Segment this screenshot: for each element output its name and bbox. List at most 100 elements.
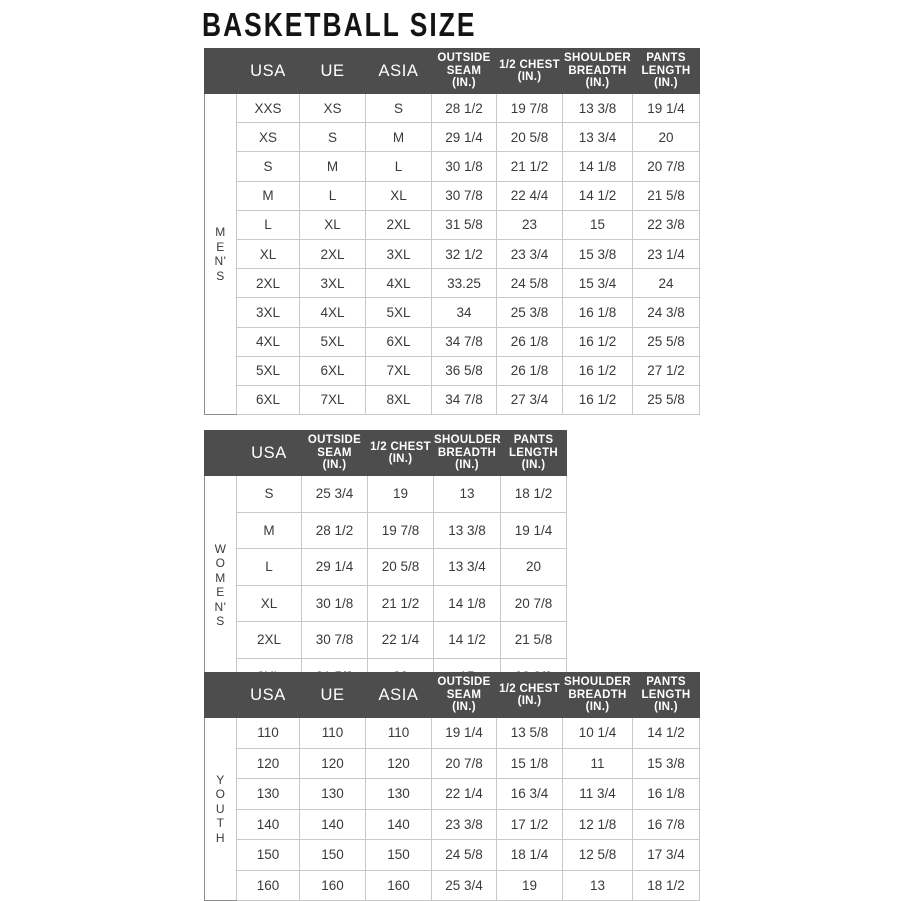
column-header-unit: (IN.) <box>521 459 546 472</box>
table-cell: 16 3/4 <box>496 778 563 810</box>
table-cell: S <box>236 151 300 182</box>
table-cell: 20 <box>500 548 567 586</box>
header-corner-cell <box>204 430 237 476</box>
table-cell: 23 3/4 <box>496 238 563 270</box>
table-cell: 17 1/2 <box>496 808 563 840</box>
table-cell: 22 4/4 <box>496 180 563 211</box>
table-body-youth: Y O U T H 110 110 110 19 1/4 13 5/8 10 1/4 14 1/2 12… <box>204 717 700 901</box>
table-cell: 30 1/8 <box>301 584 368 622</box>
column-header-label: USA <box>250 685 286 704</box>
column-header-label: OUTSIDE SEAM <box>437 52 491 77</box>
table-cell: S <box>365 92 432 124</box>
table-body-womens: W O M E N' S S 25 3/4 19 13 18 1/2 M 28 1/2 19 7/8 13 … <box>204 475 567 695</box>
group-label-letter: E <box>216 585 225 599</box>
column-header-asia: ASIA <box>365 48 432 94</box>
table-cell: 15 3/8 <box>632 747 700 779</box>
table-cell: 23 3/8 <box>431 808 497 840</box>
table-cell: 130 <box>299 778 366 810</box>
table-cell: L <box>299 180 366 211</box>
table-row: 120 120 120 20 7/8 15 1/8 11 15 3/8 <box>205 747 700 779</box>
column-header-outside-seam: OUTSIDE SEAM (IN.) <box>301 430 368 476</box>
table-cell: 5XL <box>236 355 300 386</box>
table-cell: 2XL <box>236 621 302 659</box>
group-label-letter: M <box>215 225 226 240</box>
table-cell: 15 3/8 <box>562 238 633 270</box>
table-row: L 29 1/4 20 5/8 13 3/4 20 <box>205 548 567 586</box>
table-row: 6XL 7XL 8XL 34 7/8 27 3/4 16 1/2 25 5/8 <box>205 384 700 416</box>
table-cell: 28 1/2 <box>431 92 497 124</box>
table-cell: 23 1/4 <box>632 238 700 270</box>
table-cell: 25 3/4 <box>301 475 368 513</box>
table-cell: 19 1/4 <box>632 92 700 124</box>
table-cell: 5XL <box>299 326 366 357</box>
column-header-unit: (IN.) <box>517 71 542 83</box>
table-cell: 27 3/4 <box>496 384 563 416</box>
table-cell: 120 <box>365 747 432 779</box>
table-row: 3XL 4XL 5XL 34 25 3/8 16 1/8 24 3/8 <box>205 297 700 328</box>
table-cell: XL <box>299 209 366 240</box>
table-cell: 13 3/4 <box>433 548 501 586</box>
table-cell: 26 1/8 <box>496 355 563 386</box>
table-row: M E N' S XXS XS S 28 1/2 19 7/8 13 3/8 19 1/4 <box>204 92 700 416</box>
table-row: XL 30 1/8 21 1/2 14 1/8 20 7/8 <box>205 584 567 622</box>
table-cell: 14 1/2 <box>632 717 700 749</box>
column-header-label: SHOULDER BREADTH <box>564 52 631 77</box>
table-cell: 14 1/8 <box>433 584 501 622</box>
table-row: Y O U T H 110 110 110 19 1/4 13 5/8 10 1/4 14 1/2 <box>204 717 700 901</box>
table-cell: 22 3/8 <box>632 209 700 240</box>
table-cell: 20 5/8 <box>367 548 434 586</box>
table-cell: 20 <box>632 122 700 153</box>
table-cell: M <box>365 122 432 153</box>
table-cell: 6XL <box>299 355 366 386</box>
column-header-label: SHOULDER BREADTH <box>564 676 631 701</box>
column-header-usa: USA <box>236 48 300 94</box>
table-cell: 19 1/4 <box>431 717 497 749</box>
table-cell: S <box>299 122 366 153</box>
column-header-unit: (IN.) <box>455 459 479 472</box>
table-cell: 11 <box>562 747 633 779</box>
table-cell: 25 5/8 <box>632 326 700 357</box>
table-cell: 13 5/8 <box>496 717 563 749</box>
table-header-mens: USA UE ASIA OUTSIDE SEAM (IN.) 1/2 CHEST (IN.)… <box>204 48 700 94</box>
table-cell: 27 1/2 <box>632 355 700 386</box>
table-row: 5XL 6XL 7XL 36 5/8 26 1/8 16 1/2 27 1/2 <box>205 355 700 386</box>
table-cell: XXS <box>236 92 300 124</box>
table-cell: 25 5/8 <box>632 384 700 416</box>
table-cell: 29 1/4 <box>301 548 368 586</box>
table-cell: 16 7/8 <box>632 808 700 840</box>
header-row: USA OUTSIDE SEAM (IN.) 1/2 CHEST (IN.) SHOULD… <box>204 430 567 476</box>
table-cell: 28 1/2 <box>301 511 368 549</box>
table-cell: 10 1/4 <box>562 717 633 749</box>
table-cell: 25 3/8 <box>496 297 563 328</box>
size-table-mens: USA UE ASIA OUTSIDE SEAM (IN.) 1/2 CHEST (IN.)… <box>204 48 700 416</box>
column-header-pants-length: PANTS LENGTH (IN.) <box>632 48 700 94</box>
table-cell: L <box>236 548 302 586</box>
table-cell: 18 1/2 <box>500 475 567 513</box>
table-row: 4XL 5XL 6XL 34 7/8 26 1/8 16 1/2 25 5/8 <box>205 326 700 357</box>
column-header-ue: UE <box>299 48 366 94</box>
group-label-letter: Y <box>216 772 225 787</box>
table-cell: XL <box>236 584 302 622</box>
table-cell: 14 1/2 <box>562 180 633 211</box>
column-header-shoulder-breadth: SHOULDER BREADTH (IN.) <box>562 48 633 94</box>
table-row: XL 2XL 3XL 32 1/2 23 3/4 15 3/8 23 1/4 <box>205 238 700 270</box>
column-header-label: 1/2 CHEST <box>499 58 560 71</box>
group-label-letter: H <box>215 830 226 845</box>
column-header-pants-length: PANTS LENGTH (IN.) <box>500 430 567 476</box>
table-cell: 34 7/8 <box>431 326 497 357</box>
table-row: 140 140 140 23 3/8 17 1/2 12 1/8 16 7/8 <box>205 808 700 840</box>
table-cell: 3XL <box>365 238 432 270</box>
table-cell: 23 <box>496 209 563 240</box>
table-cell: L <box>365 151 432 182</box>
column-header-unit: (IN.) <box>452 77 476 90</box>
header-row: USA UE ASIA OUTSIDE SEAM (IN.) 1/2 CHEST (IN.)… <box>204 48 700 94</box>
table-cell: 2XL <box>299 238 366 270</box>
table-cell: 19 <box>367 475 434 513</box>
table-cell: M <box>236 511 302 549</box>
column-header-label: SHOULDER BREADTH <box>434 434 501 459</box>
table-cell: 34 7/8 <box>431 384 497 416</box>
table-cell: 140 <box>299 808 366 840</box>
table-cell: 13 <box>433 475 501 513</box>
